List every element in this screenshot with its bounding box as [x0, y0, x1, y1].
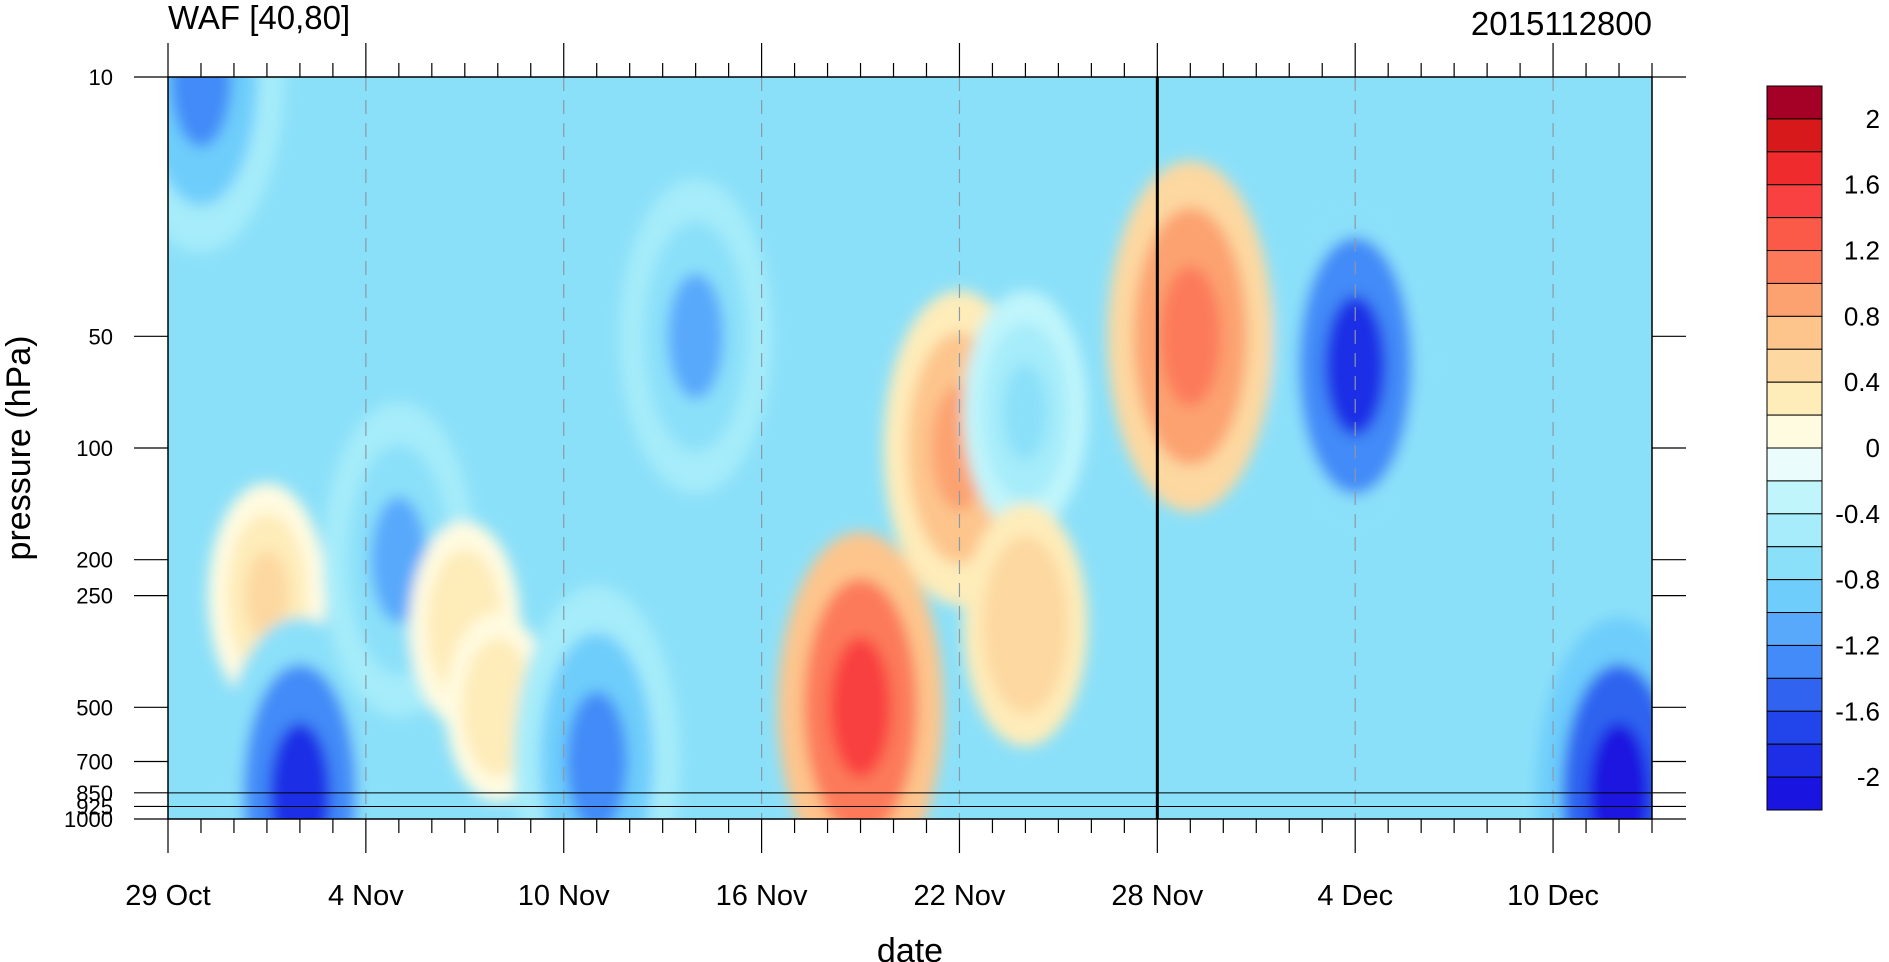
colorbar-label: -2	[1857, 762, 1880, 792]
y-tick-label: 200	[76, 548, 113, 573]
contour-region-core	[1002, 363, 1049, 461]
contour-region-core	[170, 77, 232, 148]
contour-region-core	[830, 637, 892, 778]
y-tick-label: 250	[76, 584, 113, 609]
colorbar-label: -1.6	[1835, 696, 1880, 726]
x-tick-label: 28 Nov	[1111, 880, 1203, 912]
colorbar-box	[1766, 381, 1823, 416]
x-axis-label: date	[877, 932, 943, 962]
x-tick-label: 10 Dec	[1507, 880, 1599, 912]
y-tick-label: 700	[76, 750, 113, 775]
contour-region-core	[667, 273, 724, 400]
colorbar-box	[1766, 184, 1823, 219]
colorbar-box	[1766, 677, 1823, 712]
plot-area	[168, 77, 1652, 819]
contour-region-core	[1159, 266, 1221, 407]
y-tick-label: 850	[76, 781, 113, 806]
colorbar-label: -0.8	[1835, 565, 1880, 595]
contour-fields	[168, 77, 1652, 819]
contour-region-core	[478, 669, 517, 746]
colorbar-box	[1766, 447, 1823, 482]
colorbar-box	[1766, 217, 1823, 252]
contour-region-core	[1588, 722, 1650, 819]
colorbar-box	[1766, 612, 1823, 646]
y-tick-label: 100	[76, 436, 113, 461]
colorbar-box	[1766, 776, 1823, 811]
colorbar: 2 1.6 1.2 0.8 0.4 0 -0.4 -0.8 -1.2 -1.6 -2	[1766, 85, 1880, 811]
x-axis: 29 Oct 4 Nov 10 Nov 16 Nov 22 Nov 28 Nov 4 Dec…	[125, 43, 1653, 912]
colorbar-box	[1766, 151, 1823, 186]
colorbar-label: 0.4	[1844, 367, 1880, 397]
contour-region-core	[245, 550, 289, 641]
colorbar-label: 0	[1866, 433, 1880, 463]
colorbar-box	[1766, 644, 1823, 679]
y-tick-label: 10	[89, 65, 113, 90]
colorbar-box	[1766, 480, 1823, 515]
colorbar-box	[1766, 710, 1823, 745]
chart-title-right: 2015112800	[1471, 5, 1652, 42]
colorbar-box	[1766, 348, 1823, 383]
y-tick-label: 500	[76, 695, 113, 720]
colorbar-box	[1766, 250, 1823, 284]
x-tick-label: 16 Nov	[716, 880, 808, 912]
colorbar-box	[1766, 414, 1823, 449]
y-tick-label: 1000	[64, 807, 113, 832]
colorbar-label: 1.2	[1844, 236, 1880, 266]
colorbar-box	[1766, 282, 1823, 317]
y-tick-label: 50	[89, 324, 113, 349]
x-tick-label: 4 Dec	[1317, 880, 1393, 912]
colorbar-label: -1.2	[1835, 630, 1880, 660]
x-tick-label: 29 Oct	[125, 880, 210, 912]
colorbar-label: -0.4	[1835, 499, 1880, 529]
colorbar-box	[1766, 546, 1823, 581]
colorbar-label: 0.8	[1844, 301, 1880, 331]
chart-title-left: WAF [40,80]	[168, 0, 350, 36]
colorbar-label: 1.6	[1844, 170, 1880, 200]
colorbar-box	[1766, 118, 1823, 153]
y-axis-label: pressure (hPa)	[0, 336, 38, 561]
y-tick-label: 925	[76, 794, 113, 819]
contour-region-core	[269, 722, 331, 819]
colorbar-box	[1766, 85, 1823, 120]
colorbar-label: 2	[1866, 104, 1880, 134]
contour-region-core	[566, 691, 628, 819]
x-tick-label: 4 Nov	[328, 880, 404, 912]
colorbar-box	[1766, 579, 1823, 614]
x-tick-label: 10 Nov	[518, 880, 610, 912]
colorbar-box	[1766, 513, 1823, 548]
contour-region-core	[1002, 576, 1049, 674]
x-tick-label: 22 Nov	[914, 880, 1006, 912]
colorbar-box	[1766, 315, 1823, 350]
colorbar-box	[1766, 743, 1823, 778]
